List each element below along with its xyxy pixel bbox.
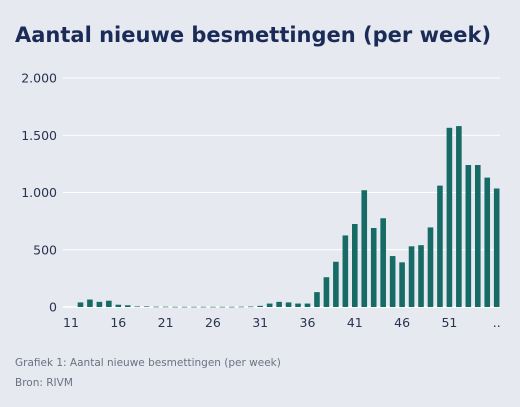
x-tick-label: 26 [205,315,221,330]
bar-week-40 [342,235,349,307]
bar-week-54 [474,165,481,307]
bar-week-36 [304,303,311,307]
x-tick-label: 46 [394,315,410,330]
bar-week-52 [456,126,462,307]
figure-caption: Grafiek 1: Aantal nieuwe besmettingen (p… [15,357,281,369]
chart: 0 500 1.000 1.500 2.000 11 16 21 26 31 36 41 46 51.. [21,71,501,331]
bar-week-55 [484,177,491,307]
bar-week-50 [437,185,443,307]
bars [77,126,500,308]
bar-week-27 [219,306,226,308]
bar-week-15 [106,300,112,307]
bar-week-18 [134,306,141,308]
bar-week-29 [238,306,245,308]
x-tick-label: 36 [300,315,316,330]
y-tick-label: 0 [49,300,57,315]
y-axis-labels: 0 500 1.000 1.500 2.000 [21,71,57,315]
bar-week-56 [493,188,500,307]
bar-week-30 [247,306,254,308]
y-tick-label: 1.000 [21,185,57,200]
bar-week-51 [446,127,453,307]
bar-week-13 [87,299,93,307]
bar-week-33 [276,301,282,307]
bar-week-28 [229,306,235,308]
x-tick-label: 41 [347,315,363,330]
x-tick-label: .. [493,315,501,330]
bar-week-23 [181,306,188,308]
x-tick-label: 51 [441,315,457,330]
x-tick-label: 31 [252,315,268,330]
bar-week-45 [389,256,396,307]
x-tick-label: 11 [63,315,79,330]
y-tick-label: 1.500 [21,128,57,143]
bar-week-47 [408,246,415,307]
bar-week-38 [323,277,330,307]
bar-week-25 [200,306,207,308]
bar-week-49 [427,227,434,307]
x-tick-label: 21 [158,315,174,330]
bar-week-14 [96,301,103,307]
bar-week-48 [418,245,424,307]
bar-week-19 [143,306,150,308]
bar-week-44 [380,218,386,307]
y-tick-label: 2.000 [21,71,57,86]
bar-week-32 [266,303,273,307]
source-caption: Bron: RIVM [15,377,73,389]
bar-week-12 [77,302,84,307]
bar-week-46 [399,262,405,307]
bar-week-20 [153,306,159,308]
bar-week-24 [191,306,197,308]
bar-week-35 [295,303,301,307]
bar-week-22 [172,306,178,308]
bar-week-41 [352,223,358,307]
bar-week-53 [465,165,472,307]
bar-week-31 [257,305,263,307]
bar-week-43 [370,228,377,307]
bar-week-39 [333,261,339,307]
x-axis-labels: 11 16 21 26 31 36 41 46 51.. [63,315,501,330]
bar-week-17 [124,305,131,307]
bar-week-26 [210,306,216,308]
bar-week-21 [162,306,169,308]
bar-week-37 [314,292,320,307]
x-tick-label: 16 [110,315,126,330]
bar-week-42 [361,190,368,307]
page-title: Aantal nieuwe besmettingen (per week) [15,23,492,47]
bar-week-34 [285,302,292,307]
bar-week-16 [115,304,122,307]
grid-lines [63,77,500,308]
y-tick-label: 500 [33,242,57,257]
